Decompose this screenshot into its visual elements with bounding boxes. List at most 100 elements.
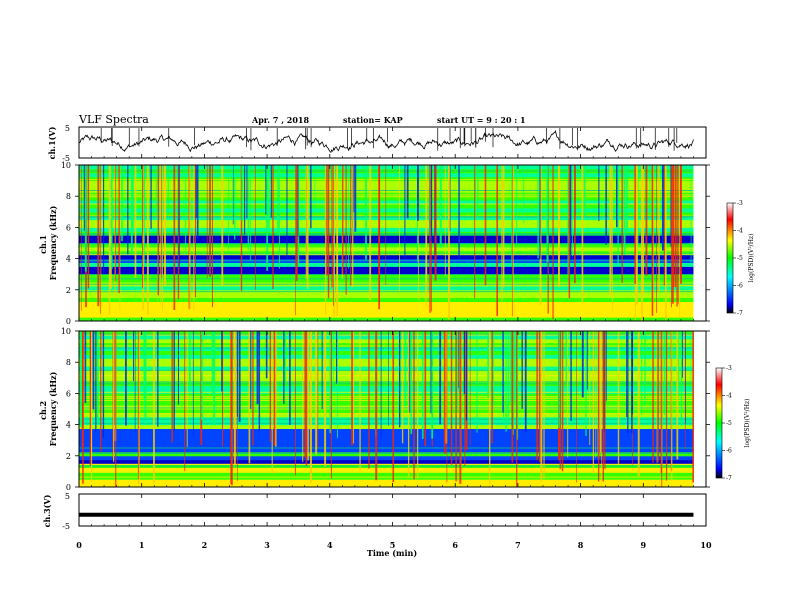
spectrogram-streak — [444, 165, 446, 277]
ch1-colorbar: -3 -4 -5 -6 -7 log(PSD)(V²/Hz) — [726, 200, 755, 317]
spectrogram-streak — [581, 165, 584, 303]
spectrogram-line — [79, 215, 694, 217]
spectrogram-streak — [295, 165, 298, 281]
spectrogram-streak — [157, 331, 159, 427]
spectrogram-line — [79, 422, 694, 424]
spectrogram-line — [79, 274, 694, 275]
spectrogram-streak — [585, 331, 587, 437]
spectrogram-streak — [609, 165, 612, 297]
spectrogram-streak — [611, 165, 612, 282]
spectrogram-streak — [404, 331, 407, 406]
spectrogram-band — [79, 254, 694, 260]
ch1-ylabel: ch.1(V) — [47, 126, 57, 159]
spectrogram-streak — [177, 165, 180, 299]
spectrogram-streak — [546, 165, 549, 263]
spectrogram-band — [79, 305, 694, 310]
spectrogram-band — [79, 467, 694, 472]
spectrogram-band — [79, 278, 694, 283]
ch3-waveform-panel: 5 -5 ch.3(V) — [42, 492, 707, 531]
spectrogram-streak — [265, 331, 268, 379]
spectrogram-streak — [272, 165, 274, 289]
spectrogram-band — [79, 342, 694, 348]
spectrogram-streak — [157, 165, 160, 296]
spectrogram-streak — [345, 165, 347, 295]
time-tick-label: 7 — [515, 540, 521, 550]
spectrogram-band — [79, 393, 694, 398]
ch1-waveform-panel: 5 -5 ch.1(V) — [47, 124, 707, 163]
spectrogram-streak — [523, 165, 525, 223]
spectrogram-line — [79, 234, 694, 236]
spectrogram-streak — [474, 165, 476, 220]
spectrogram-streak — [119, 165, 121, 310]
spectrogram-streak — [448, 165, 450, 320]
spectrogram-streak — [605, 165, 607, 245]
spectrogram-streak — [617, 165, 619, 264]
spectrogram-band — [79, 451, 694, 457]
spectrogram-streak — [635, 165, 638, 305]
ch2-colorbar-label: log(PSD)(V²/Hz) — [744, 399, 751, 448]
spectrogram-line — [79, 391, 694, 393]
ch2-frequency-ticks: 0 2 4 6 8 10 — [61, 327, 710, 492]
spectrogram-band — [79, 207, 694, 213]
spectrogram-streak — [446, 331, 448, 483]
spectrogram-streak — [283, 331, 285, 405]
spectrogram-streak — [275, 331, 277, 447]
spectrogram-streak — [469, 331, 471, 446]
spectrogram-streak — [271, 331, 273, 474]
spectrogram-streak — [656, 165, 658, 313]
ch1-ytick-top: 5 — [65, 124, 70, 133]
spectrogram-band — [79, 334, 694, 340]
spectrogram-streak — [270, 165, 272, 218]
spectrogram-streak — [336, 165, 339, 310]
spectrogram-streak — [665, 331, 668, 481]
spectrogram-band — [79, 448, 694, 453]
spectrogram-band — [79, 262, 694, 267]
spectrogram-streak — [310, 165, 312, 229]
colorbar-tick-label: -3 — [726, 365, 732, 372]
spectrogram-line — [79, 465, 694, 467]
spectrogram-line — [79, 260, 694, 262]
spectrogram-streak — [502, 165, 505, 288]
spectrogram-streak — [297, 165, 300, 265]
spectrogram-line — [79, 278, 694, 280]
spectrogram-streak — [305, 331, 308, 466]
spectrogram-streak — [97, 165, 100, 307]
spectrogram-streak — [189, 165, 191, 310]
spectrogram-line — [79, 243, 694, 244]
spectrogram-band — [79, 285, 694, 291]
spectrogram-streak — [450, 331, 453, 465]
spectrogram-streak — [115, 165, 117, 282]
spectrogram-streak — [561, 331, 564, 472]
spectrogram-streak — [380, 331, 382, 440]
spectrogram-streak — [645, 165, 648, 276]
spectrogram-streak — [679, 165, 681, 318]
spectrogram-streak — [661, 331, 663, 487]
spectrogram-streak — [248, 331, 251, 464]
spectrogram-streak — [134, 165, 137, 278]
spectrogram-streak — [642, 165, 645, 295]
spectrogram-streak — [407, 331, 410, 477]
spectrogram-streak — [238, 331, 241, 423]
ch1-frequency-ticks: 0 2 4 6 8 10 — [61, 161, 710, 326]
spectrogram-streak — [671, 165, 672, 308]
spectrogram-streak — [137, 331, 139, 480]
ch3-waveform-frame — [78, 493, 707, 527]
station-label: station= KAP — [343, 115, 403, 125]
spectrogram-streak — [115, 331, 117, 487]
time-tick-label: 3 — [264, 540, 270, 550]
spectrogram-streak — [540, 331, 543, 482]
spectrogram-line — [79, 311, 694, 313]
frequency-tick-label: 0 — [66, 483, 71, 492]
spectrogram-streak — [209, 165, 211, 277]
spectrogram-streak — [690, 331, 692, 383]
spectrogram-streak — [252, 331, 254, 446]
spectrogram-streak — [164, 165, 166, 285]
spectrogram-streak — [680, 165, 682, 284]
spectrogram-streak — [653, 165, 654, 311]
ch1-colorbar-label: log(PSD)(V²/Hz) — [748, 234, 755, 283]
spectrogram-streak — [96, 331, 99, 423]
spectrogram-streak — [626, 165, 628, 233]
spectrogram-line — [79, 396, 694, 398]
spectrogram-band — [79, 350, 694, 355]
spectrogram-streak — [192, 331, 194, 437]
